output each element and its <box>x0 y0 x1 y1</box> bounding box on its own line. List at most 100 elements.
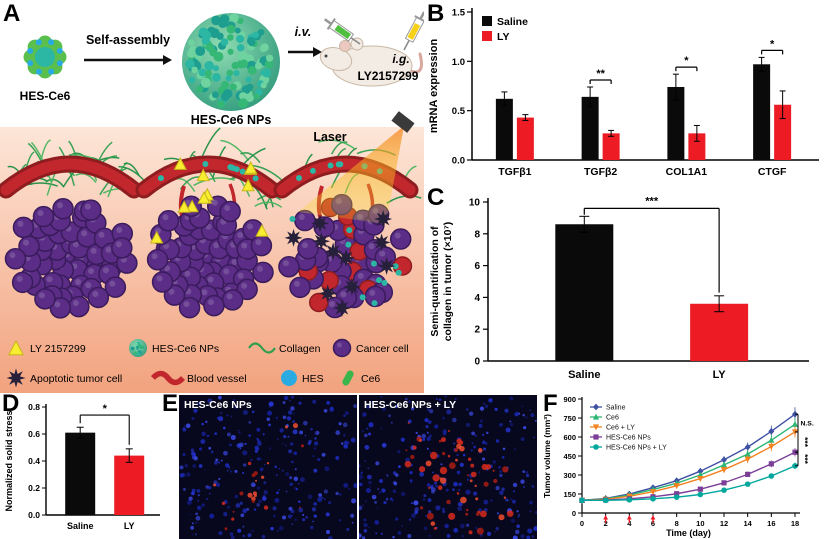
svg-text:0.6: 0.6 <box>28 429 40 439</box>
tumor-scene-2 <box>135 127 289 319</box>
svg-text:Ce6: Ce6 <box>361 373 380 385</box>
svg-text:mRNA expression: mRNA expression <box>428 39 440 134</box>
svg-text:HES-Ce6: HES-Ce6 <box>20 89 71 103</box>
svg-text:2: 2 <box>604 519 608 528</box>
panel-e-fluorescence-image-1: HES-Ce6 NPs <box>179 395 357 539</box>
panel-label-d: D <box>2 390 20 417</box>
panel-d-solid-stress-bar-chart: 0.0 0.2 0.4 0.6 0.8 Normalized solid stress Sa… <box>4 402 160 531</box>
svg-text:600: 600 <box>563 433 576 442</box>
svg-text:LY: LY <box>713 369 727 381</box>
panel-f-tumor-volume-line-chart: 0 150 300 450 600 750 900 0 2 4 6 8 10 12 14 16 18 Time (… <box>542 395 814 538</box>
svg-text:18: 18 <box>791 519 799 528</box>
svg-text:Self-assembly: Self-assembly <box>86 33 170 47</box>
svg-text:Apoptotic tumor cell: Apoptotic tumor cell <box>30 373 122 385</box>
panel-label-b: B <box>427 0 445 27</box>
svg-text:LY2157299: LY2157299 <box>358 69 419 83</box>
svg-text:0: 0 <box>580 519 584 528</box>
svg-text:COL1A1: COL1A1 <box>666 166 708 178</box>
svg-text:150: 150 <box>563 490 576 499</box>
svg-text:Collagen: Collagen <box>279 343 321 355</box>
hes-ce6-molecule <box>23 35 67 79</box>
svg-text:Normalized solid stress: Normalized solid stress <box>4 410 14 511</box>
svg-text:1.0: 1.0 <box>452 57 465 68</box>
svg-text:N.S.: N.S. <box>801 421 814 428</box>
svg-text:0.2: 0.2 <box>28 483 40 493</box>
svg-text:2: 2 <box>474 325 480 336</box>
svg-text:***: *** <box>800 454 810 465</box>
svg-text:HES-Ce6 NPs + LY: HES-Ce6 NPs + LY <box>364 399 456 411</box>
svg-text:i.g.: i.g. <box>392 52 409 66</box>
svg-text:Time (day): Time (day) <box>666 528 711 538</box>
svg-text:0: 0 <box>474 357 480 368</box>
svg-text:HES-Ce6 NPs: HES-Ce6 NPs <box>606 435 651 442</box>
svg-text:12: 12 <box>720 519 728 528</box>
svg-text:HES-Ce6 NPs: HES-Ce6 NPs <box>152 343 219 355</box>
svg-text:1.5: 1.5 <box>452 8 466 19</box>
svg-text:*: * <box>103 403 108 415</box>
svg-text:900: 900 <box>563 395 576 404</box>
svg-text:Laser: Laser <box>313 130 346 144</box>
svg-text:6: 6 <box>651 519 655 528</box>
svg-text:HES-Ce6 NPs: HES-Ce6 NPs <box>191 113 272 127</box>
svg-text:16: 16 <box>767 519 775 528</box>
svg-text:Cancer cell: Cancer cell <box>356 343 409 355</box>
panel-b-mrna-bar-chart: 0.0 0.5 1.0 1.5 mRNA expression TGFβ1 TGFβ2 COL… <box>428 8 819 178</box>
svg-text:collagen in tumor (×10⁷): collagen in tumor (×10⁷) <box>442 222 454 342</box>
svg-text:LY: LY <box>124 521 135 531</box>
svg-text:4: 4 <box>627 519 632 528</box>
svg-text:4: 4 <box>474 293 480 304</box>
mouse-illustration <box>319 37 423 87</box>
svg-text:Saline: Saline <box>497 16 528 28</box>
svg-text:0: 0 <box>572 509 576 518</box>
svg-text:***: *** <box>645 195 659 207</box>
svg-text:Ce6: Ce6 <box>606 415 619 422</box>
tumor-scene-3 <box>273 111 422 319</box>
svg-text:Saline: Saline <box>568 369 600 381</box>
panel-label-e: E <box>162 390 179 417</box>
svg-text:LY 2157299: LY 2157299 <box>30 343 86 355</box>
tumor-scene-1 <box>0 139 148 319</box>
svg-text:HES-Ce6 NPs: HES-Ce6 NPs <box>184 399 252 411</box>
svg-text:Ce6 + LY: Ce6 + LY <box>606 425 635 432</box>
svg-text:Saline: Saline <box>606 405 626 412</box>
svg-text:10: 10 <box>696 519 704 528</box>
svg-text:0.0: 0.0 <box>28 510 40 520</box>
svg-text:10: 10 <box>469 198 481 209</box>
svg-text:LY: LY <box>497 31 509 43</box>
np-sphere <box>129 339 147 357</box>
svg-text:0.0: 0.0 <box>452 156 465 167</box>
svg-text:750: 750 <box>563 414 576 423</box>
svg-text:CTGF: CTGF <box>758 166 787 178</box>
svg-text:14: 14 <box>743 519 752 528</box>
panel-e-fluorescence-image-2: HES-Ce6 NPs + LY <box>359 395 537 539</box>
svg-text:Saline: Saline <box>67 521 94 531</box>
svg-text:Tumor volume (mm³): Tumor volume (mm³) <box>542 414 552 498</box>
svg-text:**: ** <box>596 68 605 80</box>
svg-text:TGFβ2: TGFβ2 <box>584 166 617 178</box>
syringe-iv-icon <box>324 18 361 45</box>
svg-text:*: * <box>770 38 775 50</box>
svg-text:Semi-quantification of: Semi-quantification of <box>429 226 441 337</box>
svg-text:6: 6 <box>474 261 480 272</box>
panel-label-f: F <box>543 390 558 417</box>
svg-text:***: *** <box>800 437 810 448</box>
svg-text:HES-Ce6 NPs + LY: HES-Ce6 NPs + LY <box>606 445 667 452</box>
svg-text:i.v.: i.v. <box>295 25 312 39</box>
np-sphere <box>182 13 280 111</box>
panel-label-a: A <box>3 0 21 27</box>
svg-text:*: * <box>684 55 689 67</box>
svg-text:0.8: 0.8 <box>28 402 40 412</box>
panel-c-collagen-bar-chart: 0 2 4 6 8 10 Semi-quantification of collagen in… <box>429 195 809 381</box>
svg-text:0.5: 0.5 <box>452 106 466 117</box>
svg-text:0.4: 0.4 <box>28 456 40 466</box>
svg-text:450: 450 <box>563 452 576 461</box>
panel-a-schematic: HES-Ce6 Self-assembly HES-Ce6 NPs i.v. i.g. L… <box>0 11 424 393</box>
syringe-ig-icon <box>403 11 424 51</box>
panel-label-c: C <box>427 184 445 211</box>
svg-text:8: 8 <box>675 519 679 528</box>
svg-text:300: 300 <box>563 471 576 480</box>
svg-text:8: 8 <box>474 229 480 240</box>
svg-text:Blood vessel: Blood vessel <box>187 373 247 385</box>
svg-text:TGFβ1: TGFβ1 <box>498 166 531 178</box>
